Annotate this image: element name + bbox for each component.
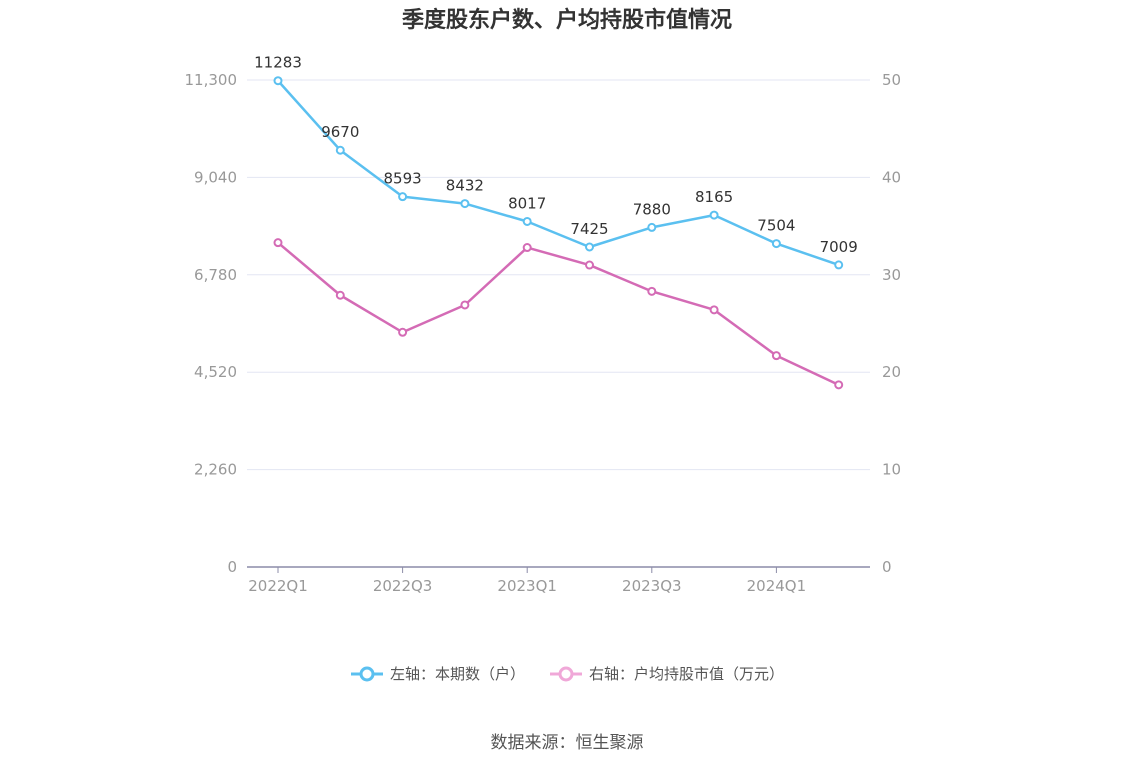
left-axis-tick-label: 9,040 (194, 168, 237, 186)
data-point (585, 260, 594, 270)
right-axis-tick-label: 30 (882, 266, 901, 284)
data-point (709, 305, 719, 315)
legend-item-households[interactable]: 左轴：本期数（户） (350, 663, 525, 684)
data-point (585, 242, 594, 252)
data-point (398, 192, 408, 202)
data-label: 8593 (384, 170, 422, 188)
data-label: 7504 (757, 217, 795, 235)
data-point (834, 380, 844, 390)
axes: 0 2,260 4,520 6,780 9,040 11,300 0 10 20 30 40 50 20… (185, 71, 902, 595)
right-axis-tick-label: 10 (882, 461, 901, 479)
data-label: 8432 (446, 177, 484, 195)
data-label: 8017 (508, 194, 546, 212)
data-point (335, 290, 345, 300)
left-axis-tick-label: 2,260 (194, 461, 237, 479)
data-point (273, 76, 283, 86)
legend-marker-circle-icon (550, 666, 582, 681)
data-point (460, 300, 470, 310)
data-point (834, 260, 844, 270)
legend-label-avg-value: 右轴：户均持股市值（万元） (589, 665, 785, 683)
data-label: 7880 (633, 200, 671, 218)
data-label: 8165 (695, 188, 733, 206)
x-axis-tick-label: 2023Q1 (497, 577, 557, 595)
x-axis-tick-label: 2022Q3 (373, 577, 433, 595)
data-point (522, 243, 532, 253)
x-axis-tick-label: 2022Q1 (248, 577, 308, 595)
series-line-0 (277, 79, 840, 267)
left-axis-tick-label: 11,300 (185, 71, 238, 89)
legend-label-households: 左轴：本期数（户） (389, 665, 525, 683)
data-labels: 11283 9670 8593 8432 8017 7425 7880 8165 7504 700… (254, 54, 858, 256)
series-line-1 (277, 241, 840, 386)
left-axis-tick-label: 4,520 (194, 363, 237, 381)
data-point (709, 210, 719, 220)
left-axis-tick-label: 6,780 (194, 266, 237, 284)
right-axis-tick-label: 40 (882, 168, 901, 186)
data-point (335, 145, 345, 155)
data-source: 数据来源：恒生聚源 (490, 733, 644, 753)
left-axis-tick-label: 0 (227, 558, 237, 576)
data-point (522, 216, 532, 226)
data-point (771, 351, 781, 361)
data-point (398, 327, 408, 337)
data-point (460, 199, 470, 209)
legend: 左轴：本期数（户） 右轴：户均持股市值（万元） (0, 663, 1134, 684)
legend-marker-circle-icon (350, 666, 383, 681)
chart-title: 季度股东户数、户均持股市值情况 (401, 8, 732, 33)
right-axis-tick-label: 20 (882, 363, 901, 381)
grid-lines (247, 79, 870, 471)
data-label: 9670 (321, 123, 359, 141)
right-axis-tick-label: 0 (882, 558, 892, 576)
data-point (771, 239, 781, 249)
x-axis-tick-label: 2024Q1 (747, 577, 807, 595)
series (273, 76, 844, 390)
legend-item-avg-value[interactable]: 右轴：户均持股市值（万元） (549, 663, 784, 684)
data-point (273, 238, 283, 248)
x-axis-tick-label: 2023Q3 (622, 577, 682, 595)
data-label: 7425 (570, 220, 608, 238)
data-label: 11283 (254, 54, 302, 72)
right-axis-tick-label: 50 (882, 71, 901, 89)
data-point (647, 286, 657, 296)
data-point (647, 222, 657, 232)
data-label: 7009 (820, 238, 858, 256)
